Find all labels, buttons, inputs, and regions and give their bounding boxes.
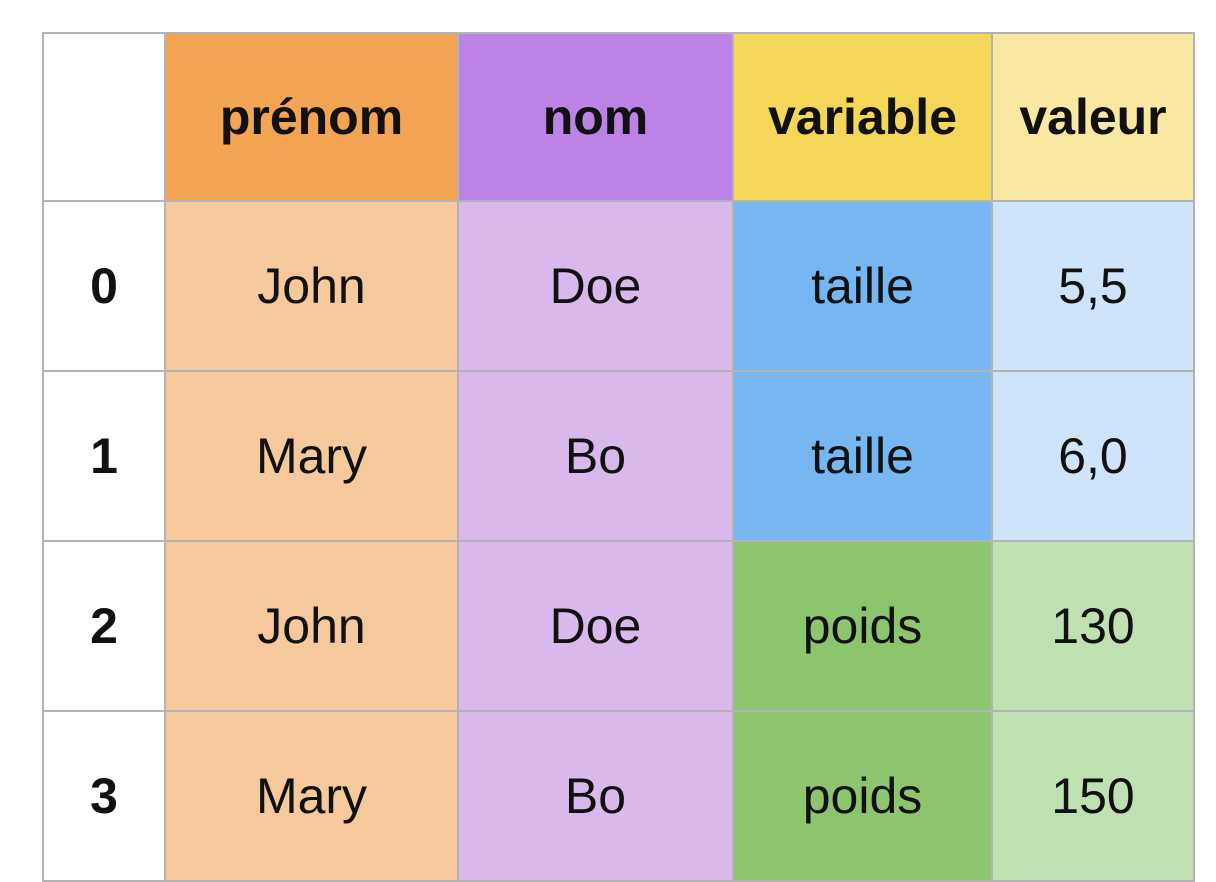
valeur-cell: 150 [991,710,1195,882]
row-index-cell: 0 [42,200,166,372]
index-header-cell [42,32,166,202]
prenom-cell: Mary [164,370,459,542]
nom-cell: Bo [457,710,734,882]
header-nom: nom [457,32,734,202]
variable-cell: poids [732,710,993,882]
prenom-cell: John [164,200,459,372]
variable-cell: taille [732,370,993,542]
table-row: 3 Mary Bo poids 150 [42,710,1195,882]
variable-cell: poids [732,540,993,712]
header-variable: variable [732,32,993,202]
nom-cell: Doe [457,200,734,372]
melted-table: prénom nom variable valeur 0 John Doe ta… [42,32,1195,882]
table-row: 1 Mary Bo taille 6,0 [42,370,1195,542]
prenom-cell: Mary [164,710,459,882]
row-index-cell: 3 [42,710,166,882]
nom-cell: Bo [457,370,734,542]
table-row: 0 John Doe taille 5,5 [42,200,1195,372]
header-valeur: valeur [991,32,1195,202]
header-prenom: prénom [164,32,459,202]
header-row: prénom nom variable valeur [42,32,1195,202]
row-index-cell: 1 [42,370,166,542]
nom-cell: Doe [457,540,734,712]
table-row: 2 John Doe poids 130 [42,540,1195,712]
row-index-cell: 2 [42,540,166,712]
valeur-cell: 6,0 [991,370,1195,542]
valeur-cell: 5,5 [991,200,1195,372]
variable-cell: taille [732,200,993,372]
melted-table-container: prénom nom variable valeur 0 John Doe ta… [42,32,1195,882]
prenom-cell: John [164,540,459,712]
valeur-cell: 130 [991,540,1195,712]
